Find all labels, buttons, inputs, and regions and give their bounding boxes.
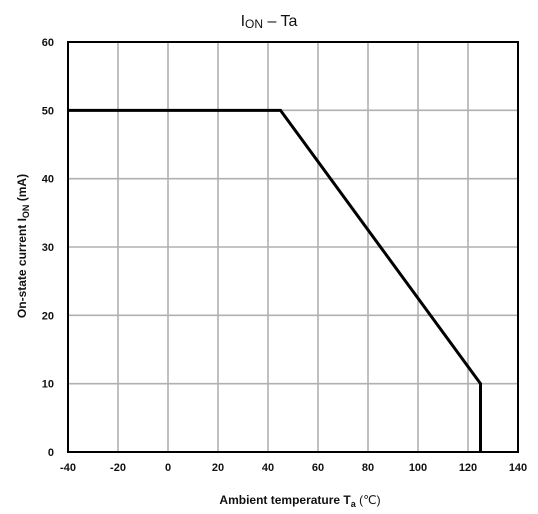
x-axis-title-main: Ambient temperature T bbox=[219, 493, 351, 507]
y-tick-label: 50 bbox=[42, 105, 54, 117]
chart-title-sub: ON bbox=[245, 17, 263, 31]
x-tick-label: 120 bbox=[459, 462, 477, 474]
x-axis-title: Ambient temperature Ta (℃) bbox=[219, 493, 380, 509]
series-lines bbox=[68, 108, 482, 452]
x-axis-title-unit: (℃) bbox=[356, 493, 381, 507]
y-tick-label: 0 bbox=[48, 447, 54, 459]
y-tick-label: 20 bbox=[42, 310, 54, 322]
x-tick-label: 40 bbox=[262, 462, 274, 474]
x-tick-label: -20 bbox=[110, 462, 126, 474]
y-axis-title-sub: ON bbox=[21, 205, 31, 219]
x-axis-title-sub: a bbox=[351, 499, 357, 509]
x-tick-label: 60 bbox=[312, 462, 324, 474]
y-axis-title-unit: (mA) bbox=[15, 174, 29, 205]
x-tick-label: 100 bbox=[409, 462, 427, 474]
chart-title-main: I bbox=[241, 13, 245, 30]
y-tick-label: 30 bbox=[42, 242, 54, 254]
y-tick-label: 60 bbox=[42, 37, 54, 49]
y-axis-title: On-state current ION (mA) bbox=[15, 174, 31, 318]
chart-title: ION – Ta bbox=[241, 13, 298, 31]
x-tick-label: 140 bbox=[509, 462, 527, 474]
plot-frame bbox=[67, 41, 519, 453]
y-tick-label: 40 bbox=[42, 174, 54, 186]
grid-lines bbox=[67, 41, 519, 453]
y-tick-labels: 0 10 20 30 40 50 60 bbox=[42, 37, 54, 459]
x-tick-label: -40 bbox=[60, 462, 76, 474]
y-tick-label: 10 bbox=[42, 379, 54, 391]
x-tick-labels: -40 -20 0 20 40 60 80 100 120 140 bbox=[60, 462, 527, 474]
chart-title-suffix: – Ta bbox=[263, 13, 298, 30]
x-tick-label: 0 bbox=[165, 462, 171, 474]
x-tick-label: 80 bbox=[362, 462, 374, 474]
y-axis-title-main: On-state current I bbox=[15, 218, 29, 318]
x-tick-label: 20 bbox=[212, 462, 224, 474]
series-line bbox=[68, 108, 482, 452]
